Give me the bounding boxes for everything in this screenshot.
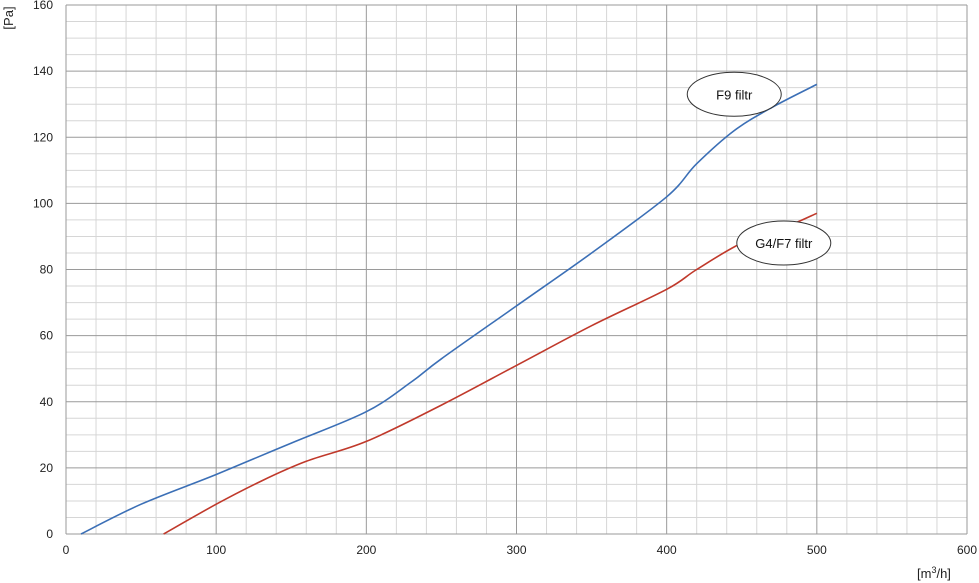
x-axis-label: [m3/h] (917, 565, 951, 581)
tick-labels: 0 100 200 300 400 500 600 0 20 40 60 80 100 120 140 160 (33, 0, 977, 557)
x-tick-label: 600 (957, 543, 977, 557)
x-tick-label: 300 (506, 543, 526, 557)
major-grid (65, 4, 968, 535)
y-tick-label: 40 (40, 395, 54, 409)
annotation-label-2: G4/F7 filtr (755, 236, 813, 251)
annotation-ellipse-2 (736, 220, 832, 266)
y-tick-label: 80 (40, 263, 54, 277)
annotation-ellipse-1 (686, 71, 782, 117)
y-tick-label: 160 (33, 0, 53, 12)
annotation-label-1: F9 filtr (716, 87, 753, 102)
x-tick-label: 500 (807, 543, 827, 557)
y-tick-label: 60 (40, 329, 54, 343)
annotation-layer: F9 filtr G4/F7 filtr (686, 71, 832, 266)
x-tick-label: 0 (63, 543, 70, 557)
y-tick-label: 140 (33, 64, 53, 78)
series-line-1 (80, 83, 818, 535)
series-layer (80, 83, 818, 535)
y-tick-label: 120 (33, 130, 53, 144)
y-axis-label: [Pa] (1, 6, 16, 29)
y-tick-label: 100 (33, 196, 53, 210)
x-tick-label: 400 (657, 543, 677, 557)
y-tick-label: 0 (46, 527, 53, 541)
y-tick-label: 20 (40, 461, 54, 475)
x-tick-label: 100 (206, 543, 226, 557)
x-tick-label: 200 (356, 543, 376, 557)
series-line-2 (163, 212, 818, 535)
